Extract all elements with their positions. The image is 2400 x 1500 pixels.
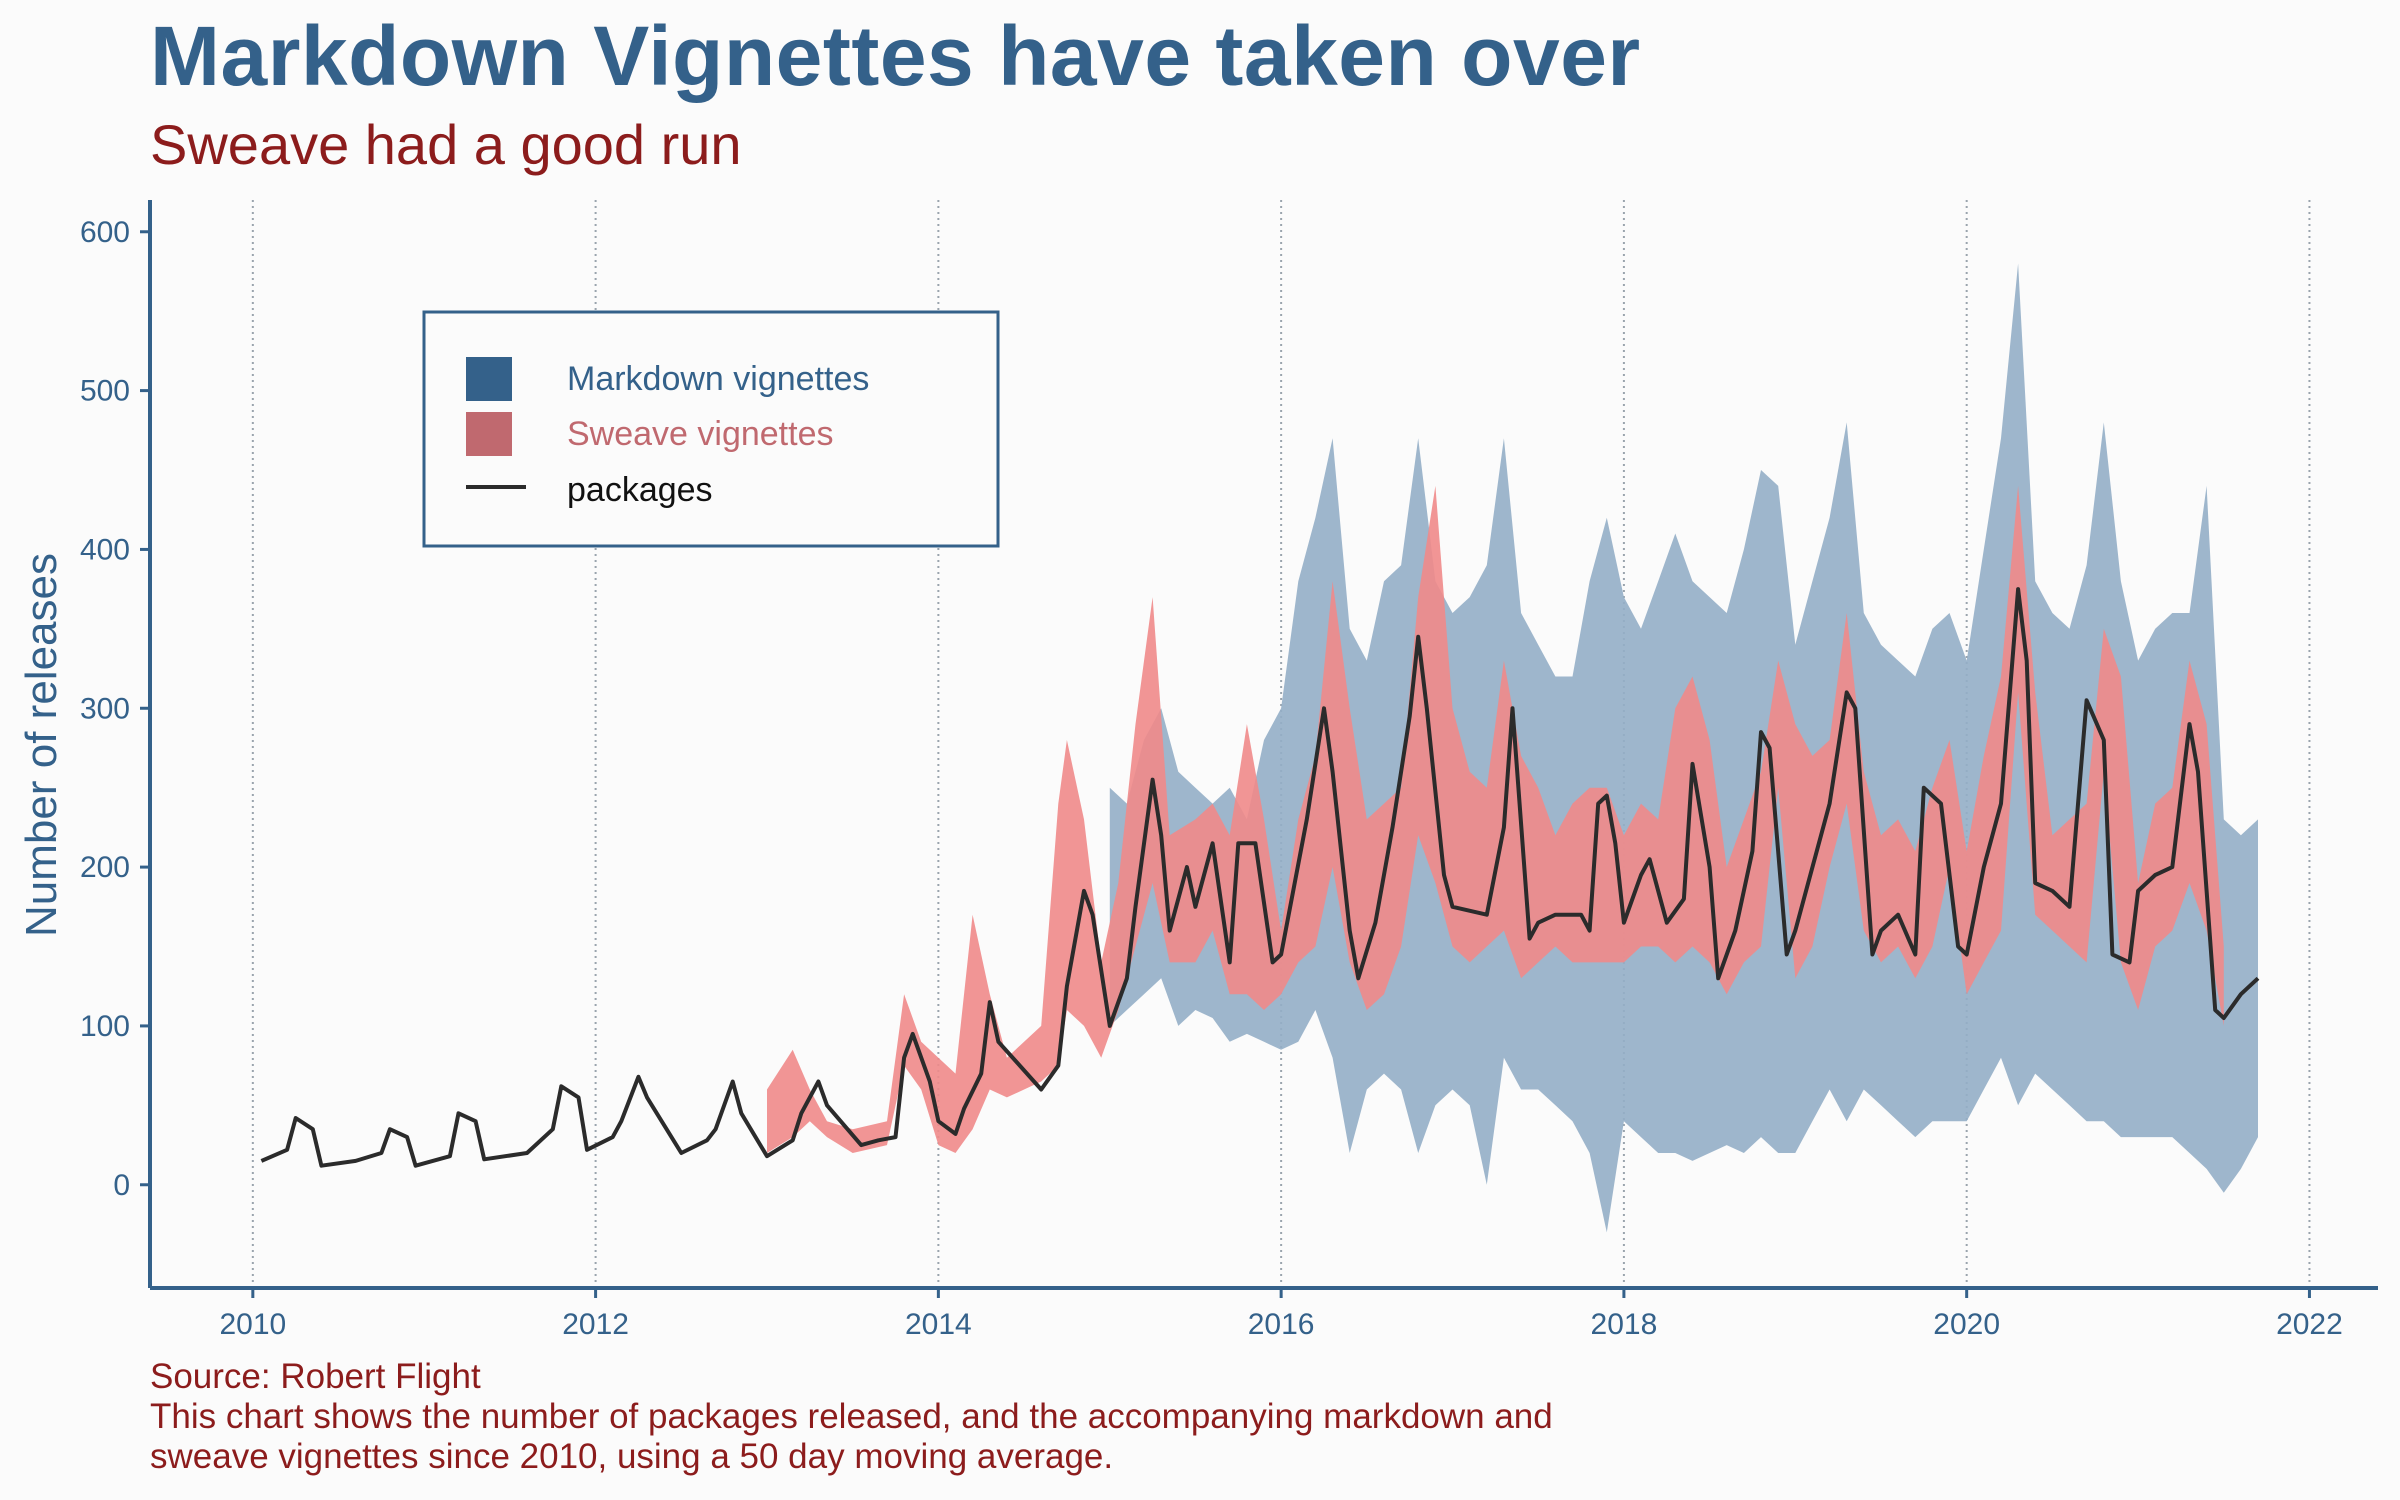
x-tick-label: 2020 bbox=[1933, 1308, 2000, 1341]
legend-label-packages: packages bbox=[567, 471, 713, 509]
y-tick-label: 100 bbox=[80, 1010, 130, 1043]
y-tick-label: 200 bbox=[80, 851, 130, 884]
legend-swatch-markdown bbox=[466, 357, 512, 401]
x-tick-label: 2022 bbox=[2276, 1308, 2343, 1341]
chart-caption: Source: Robert Flight This chart shows t… bbox=[150, 1357, 1553, 1477]
caption-line-2: sweave vignettes since 2010, using a 50 … bbox=[150, 1437, 1114, 1476]
y-tick-label: 500 bbox=[80, 375, 130, 408]
caption-source: Source: Robert Flight bbox=[150, 1357, 481, 1396]
area-layer bbox=[767, 263, 2258, 1233]
x-tick-label: 2012 bbox=[562, 1308, 629, 1341]
series-packages-line bbox=[260, 587, 2260, 1168]
chart-title: Markdown Vignettes have taken over bbox=[150, 9, 1641, 103]
x-tick-label: 2016 bbox=[1248, 1308, 1315, 1341]
caption-line-1: This chart shows the number of packages … bbox=[150, 1397, 1553, 1436]
chart-subtitle: Sweave had a good run bbox=[150, 113, 742, 176]
line-layer bbox=[260, 587, 2260, 1168]
y-tick-label: 0 bbox=[113, 1169, 130, 1202]
legend-swatch-sweave bbox=[466, 412, 512, 456]
legend-label-sweave: Sweave vignettes bbox=[567, 415, 834, 453]
legend-label-markdown: Markdown vignettes bbox=[567, 360, 869, 398]
x-tick-label: 2010 bbox=[219, 1308, 286, 1341]
legend-box bbox=[422, 310, 1000, 548]
y-axis-label: Number of releases bbox=[17, 553, 66, 937]
y-tick-label: 600 bbox=[80, 216, 130, 249]
x-tick-label: 2014 bbox=[905, 1308, 972, 1341]
y-tick-label: 400 bbox=[80, 533, 130, 566]
y-tick-label: 300 bbox=[80, 692, 130, 725]
legend: Markdown vignettes Sweave vignettes pack… bbox=[422, 310, 1000, 548]
series-sweave-band bbox=[767, 485, 2224, 1153]
axis-layer: 2010 2012 2014 2016 2018 2020 2022 0 100 200 300 40… bbox=[80, 200, 2378, 1341]
x-tick-label: 2018 bbox=[1591, 1308, 1658, 1341]
